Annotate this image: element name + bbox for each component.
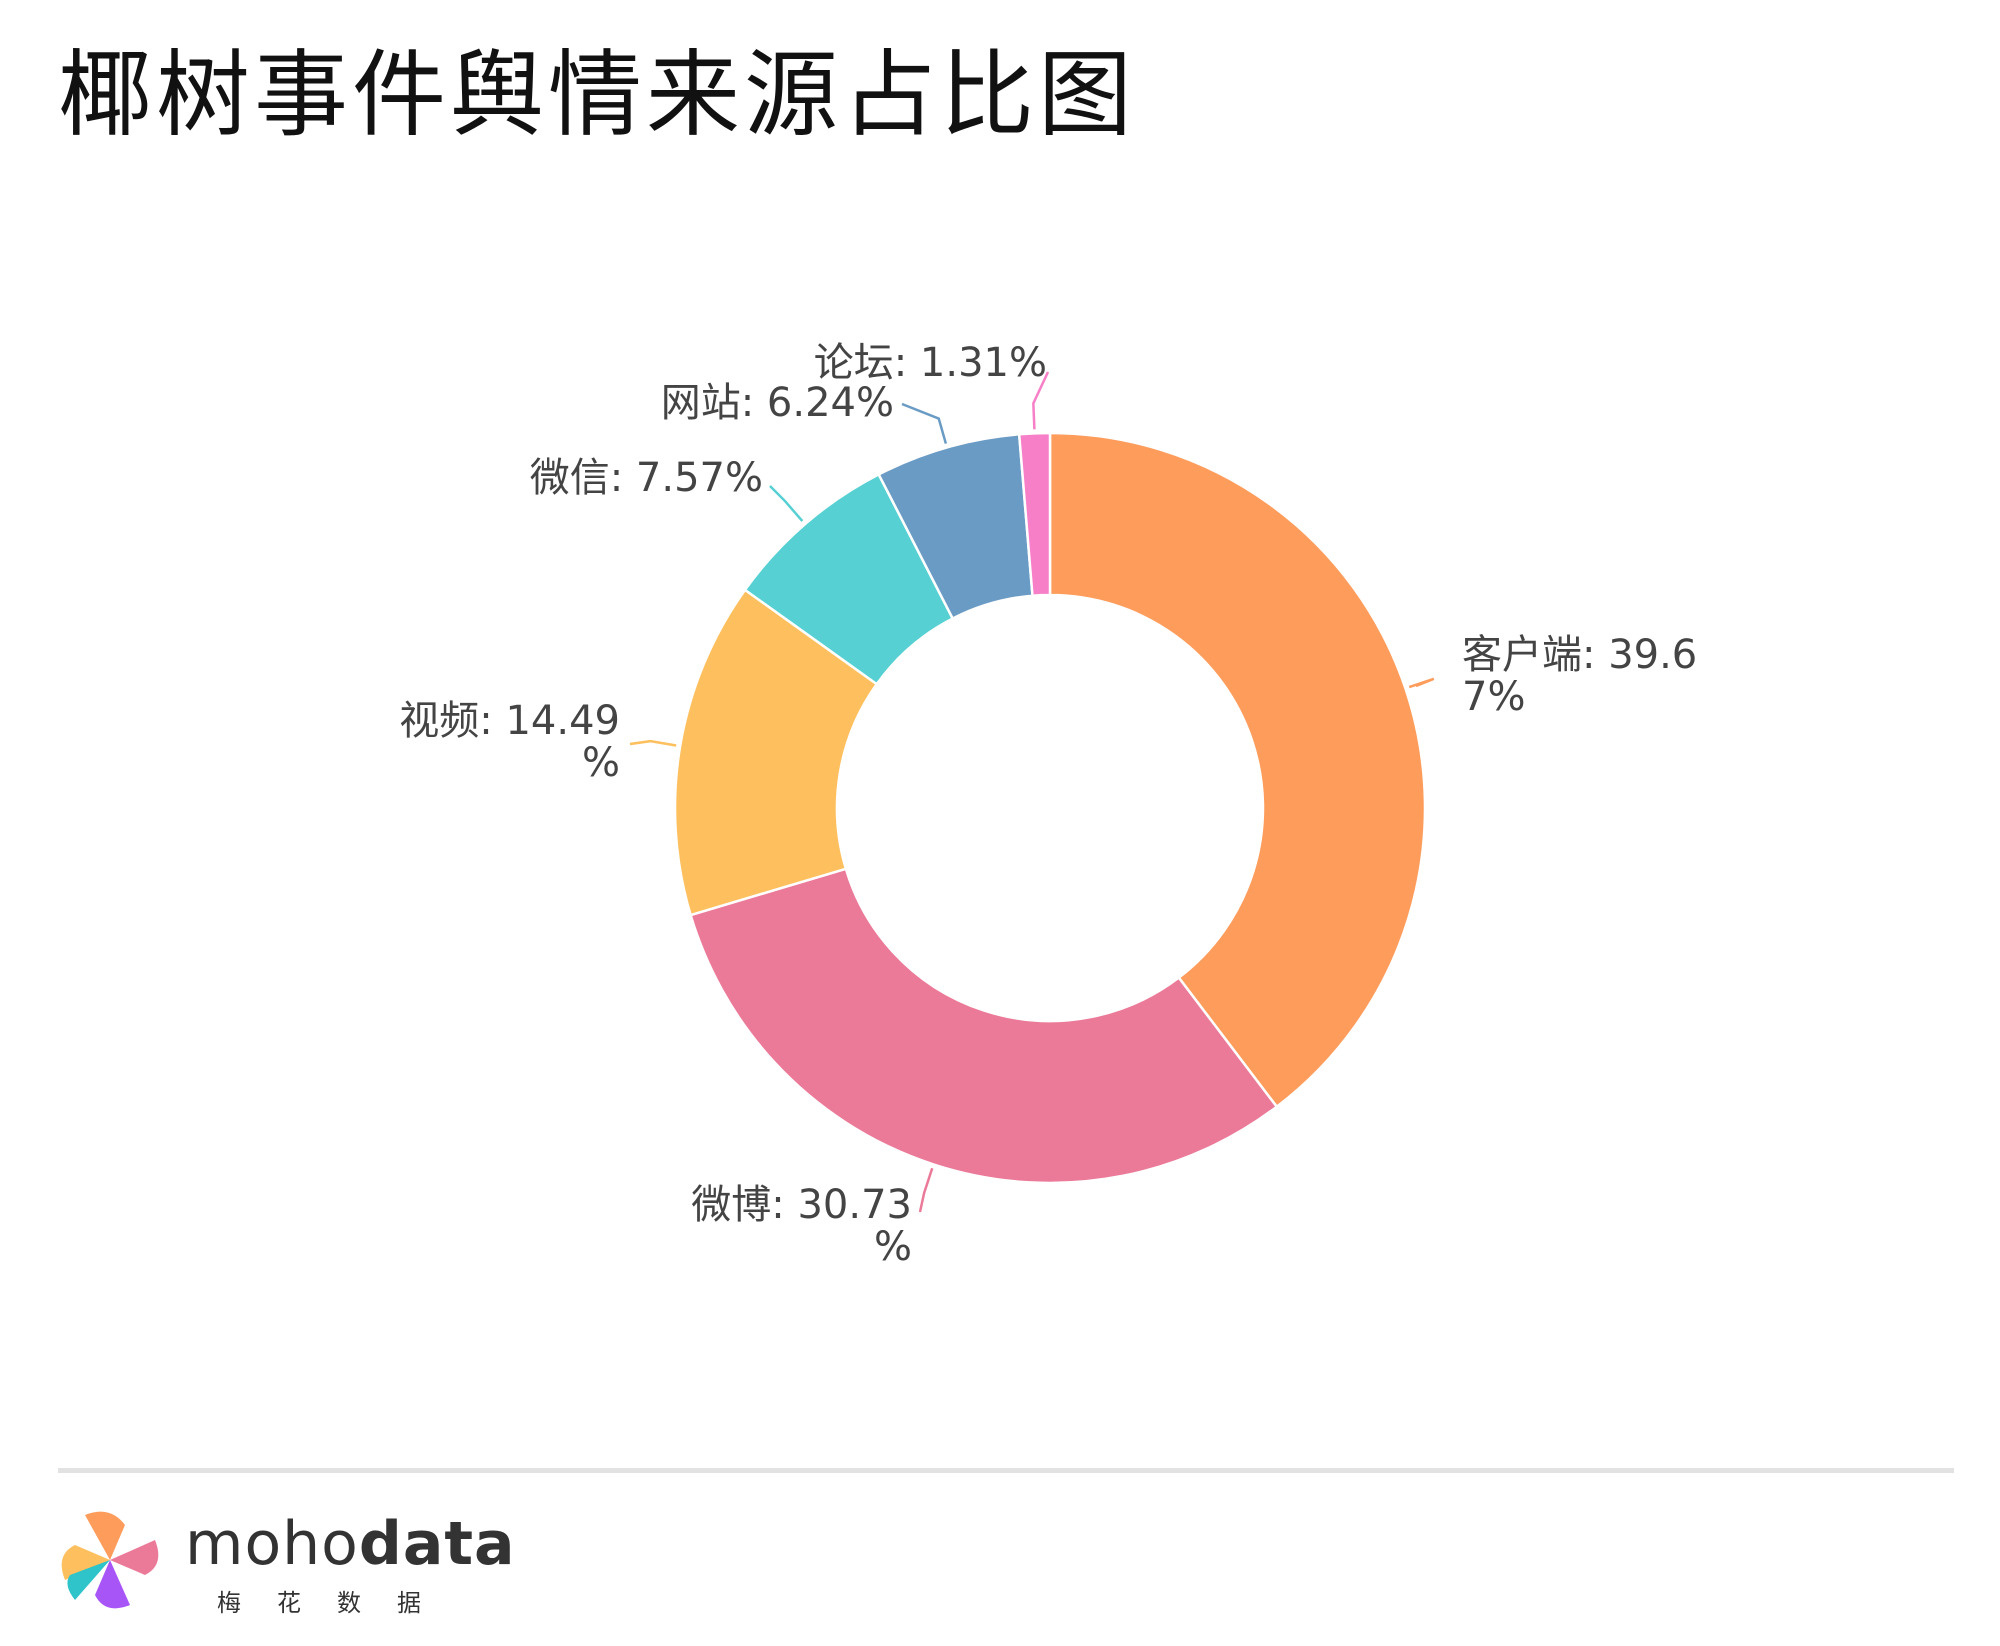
- pinwheel-logo-icon: [61, 1511, 159, 1609]
- slice-1: [689, 867, 1279, 1185]
- slice-label-0-line-1: 7%: [1462, 674, 1525, 720]
- mohodata-logo: mohodata 梅花数据: [55, 1505, 515, 1625]
- leader-line-2: [629, 739, 677, 747]
- brand-name: mohodata: [185, 1509, 516, 1579]
- slice-label-3-line-0: 微信: 7.57%: [530, 455, 763, 501]
- leader-line-0: [1408, 677, 1435, 689]
- leader-line-1: [918, 1167, 934, 1213]
- slice-label-5-line-0: 论坛: 1.31%: [814, 340, 1047, 386]
- footer-divider: [58, 1468, 1954, 1473]
- slice-label-1-line-1: %: [874, 1224, 912, 1270]
- brand-light: moho: [185, 1509, 359, 1579]
- brand-bold: data: [358, 1509, 516, 1579]
- slice-label-2-line-0: 视频: 14.49: [399, 698, 620, 744]
- brand-chinese: 梅花数据: [217, 1589, 457, 1617]
- slice-5: [1017, 431, 1052, 598]
- slice-0: [1048, 431, 1427, 1109]
- slice-label-2-line-1: %: [582, 740, 620, 786]
- slice-label-1-line-0: 微博: 30.73: [691, 1182, 912, 1228]
- chart-title: 椰树事件舆情来源占比图: [58, 41, 1137, 150]
- slice-label-4-line-0: 网站: 6.24%: [661, 380, 894, 426]
- slice-label-0-line-0: 客户端: 39.6: [1462, 632, 1697, 678]
- slice-2: [673, 588, 879, 917]
- leader-line-5: [1032, 371, 1050, 430]
- leader-line-3: [769, 485, 804, 522]
- leader-line-4: [901, 402, 948, 444]
